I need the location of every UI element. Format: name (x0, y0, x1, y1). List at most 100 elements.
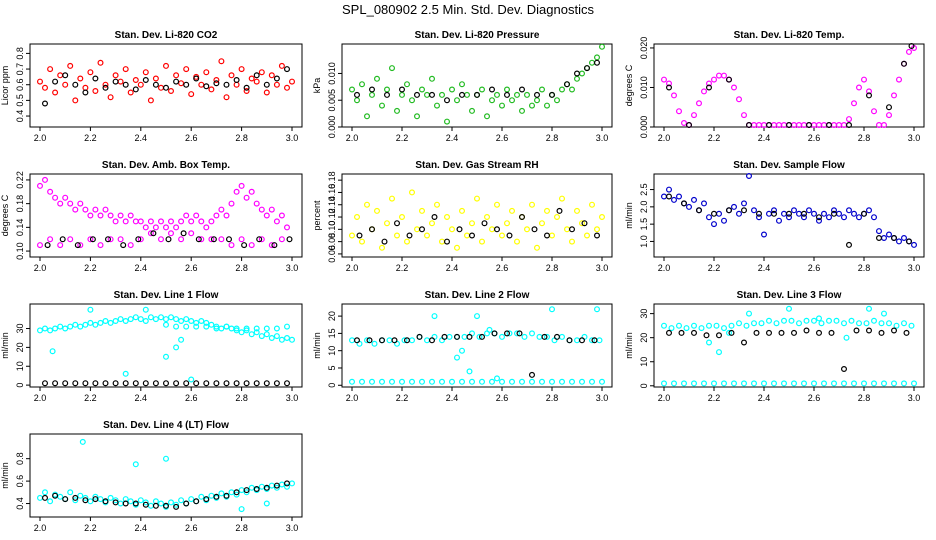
series-ref (44, 230, 293, 249)
data-point (233, 380, 240, 387)
data-point (67, 323, 74, 330)
x-tick-label: 2.6 (808, 393, 821, 403)
data-point (469, 378, 476, 385)
data-point (593, 59, 600, 66)
data-point (193, 319, 200, 326)
data-point (518, 214, 525, 221)
data-point (890, 92, 897, 99)
data-point (504, 220, 511, 227)
data-point (533, 91, 540, 98)
data-point (284, 84, 291, 91)
data-point (278, 212, 285, 219)
data-point (208, 492, 215, 499)
data-point (183, 323, 190, 330)
data-point (97, 59, 104, 66)
data-point (504, 86, 511, 93)
data-point (563, 226, 570, 233)
data-point (543, 333, 550, 340)
data-point (87, 306, 94, 313)
data-point (548, 232, 555, 239)
data-point (142, 306, 149, 313)
data-point (238, 182, 245, 189)
x-tick-label: 2.8 (235, 263, 248, 273)
y-tick-label: 10 (327, 346, 337, 356)
y-tick-label: 0 (15, 383, 25, 388)
data-point (379, 244, 386, 251)
data-point (865, 92, 872, 99)
data-point (705, 322, 712, 329)
data-point (366, 337, 373, 344)
data-point (364, 201, 371, 208)
data-point (107, 494, 114, 501)
data-point (369, 86, 376, 93)
data-point (705, 214, 712, 221)
data-point (528, 330, 535, 337)
data-point (690, 112, 697, 119)
data-point (908, 322, 915, 329)
data-point (359, 81, 366, 88)
data-point (52, 325, 59, 332)
data-point (278, 481, 285, 488)
data-point (82, 321, 89, 328)
panel-4: Stan. Dev. Amb. Box Temp. degrees C 2.0 2.2… (0, 160, 303, 273)
data-point (213, 76, 220, 83)
data-point (690, 196, 697, 203)
data-point (755, 214, 762, 221)
data-point (878, 329, 885, 336)
data-point (87, 212, 94, 219)
series-ref (41, 380, 291, 387)
panel-7: Stan. Dev. Line 1 Flow ml/min 2.0 2.2 2.4 2.6… (0, 290, 303, 403)
data-point (489, 86, 496, 93)
data-point (670, 196, 677, 203)
data-point (284, 380, 291, 387)
data-point (489, 226, 496, 233)
y-tick-label: 0.6 (15, 78, 25, 91)
data-point (725, 329, 732, 336)
data-point (429, 337, 436, 344)
data-point (89, 236, 96, 243)
y-tick-label: 20 (327, 311, 337, 321)
data-point (543, 232, 550, 239)
data-point (409, 337, 416, 344)
data-point (228, 242, 235, 249)
data-point (454, 354, 461, 361)
data-point (853, 327, 860, 334)
data-point (228, 325, 235, 332)
data-point (409, 189, 416, 196)
data-point (243, 327, 250, 334)
data-point (354, 91, 361, 98)
data-point (494, 201, 501, 208)
data-point (720, 72, 727, 79)
data-point (830, 210, 837, 217)
series-ref (354, 330, 598, 378)
data-point (740, 380, 747, 387)
data-point (117, 236, 124, 243)
y-tick-label: 0.000 (639, 116, 649, 139)
data-point (72, 380, 79, 387)
data-point (253, 200, 260, 207)
panel-title: Stan. Dev. Line 2 Flow (425, 290, 530, 301)
data-point (127, 242, 134, 249)
data-point (386, 337, 393, 344)
data-point (97, 242, 104, 249)
data-point (168, 87, 175, 94)
data-point (690, 329, 697, 336)
data-point (573, 207, 580, 214)
data-point (354, 214, 361, 221)
data-point (875, 228, 882, 235)
figure-title: SPL_080902 2.5 Min. Std. Dev. Diagnostic… (342, 2, 594, 17)
data-point (740, 207, 747, 214)
data-point (740, 200, 747, 207)
data-point (178, 80, 185, 87)
x-tick-label: 2.4 (758, 393, 771, 403)
data-point (233, 491, 240, 498)
data-point (36, 182, 43, 189)
x-tick-label: 3.0 (908, 263, 921, 273)
data-point (850, 100, 857, 107)
data-point (233, 76, 240, 83)
data-point (223, 94, 230, 101)
data-point (183, 500, 190, 507)
series-upper (36, 176, 291, 231)
data-point (97, 496, 104, 503)
